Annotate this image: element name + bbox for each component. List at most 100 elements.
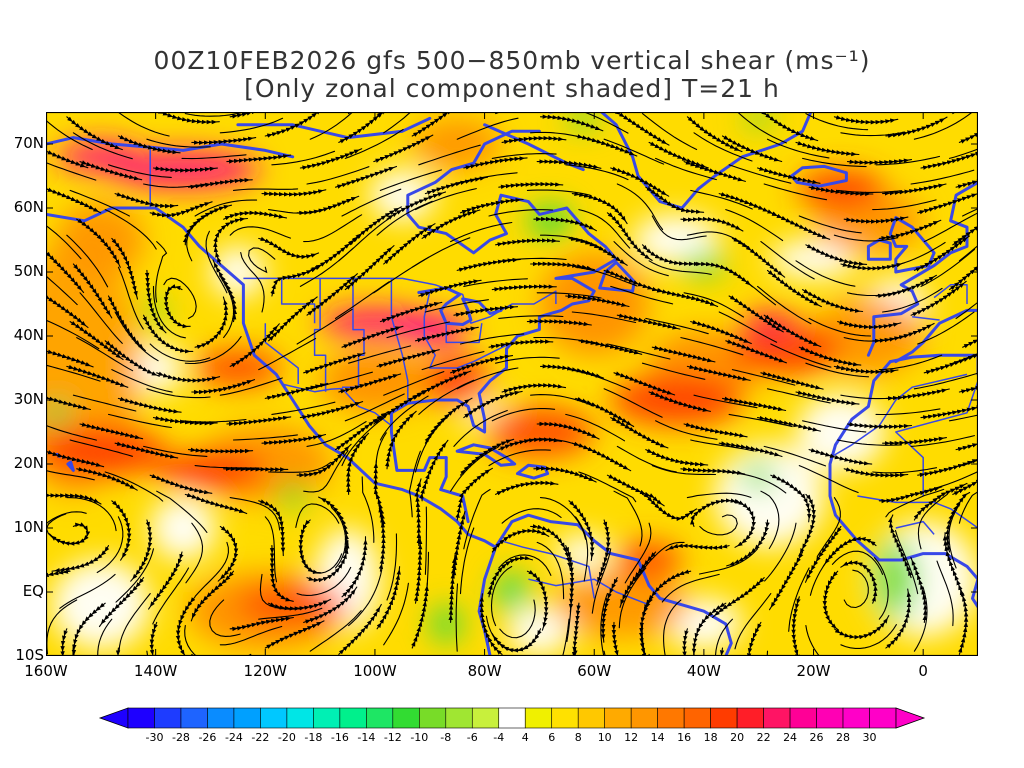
shade-blob xyxy=(873,540,918,618)
colorbar-swatch xyxy=(313,707,341,729)
streamline xyxy=(682,628,691,656)
streamline xyxy=(217,525,239,582)
streamline xyxy=(795,390,860,406)
colorbar-label: -6 xyxy=(466,731,478,744)
streamline xyxy=(887,514,913,579)
streamline xyxy=(530,261,595,271)
streamline xyxy=(191,379,256,395)
streamline xyxy=(958,118,978,144)
colorbar-label: -12 xyxy=(383,731,402,744)
streamline xyxy=(232,188,299,191)
streamline xyxy=(488,339,554,349)
streamline xyxy=(376,566,401,630)
streamline xyxy=(686,116,743,153)
lat-tick-label: 60N xyxy=(13,198,44,216)
streamline xyxy=(144,269,167,334)
streamline xyxy=(718,192,780,218)
lat-tick-label: 10S xyxy=(15,646,44,664)
streamline xyxy=(948,414,978,422)
streamline xyxy=(606,474,665,507)
colorbar-swatch xyxy=(816,707,844,729)
streamline xyxy=(338,373,402,394)
streamline xyxy=(958,244,978,262)
shade-blob xyxy=(46,400,68,426)
streamline xyxy=(229,112,289,119)
streamline xyxy=(156,490,208,533)
streamline xyxy=(46,141,89,169)
streamline xyxy=(296,443,352,478)
colorbar-label: -18 xyxy=(304,731,323,744)
streamline xyxy=(309,112,354,140)
streamline xyxy=(76,218,121,268)
streamline xyxy=(757,415,821,432)
streamline xyxy=(501,257,567,262)
colorbar-swatch xyxy=(471,707,500,729)
streamline xyxy=(872,322,935,344)
streamline xyxy=(913,112,974,140)
colorbar-swatch xyxy=(736,707,764,729)
streamline xyxy=(843,216,909,224)
streamline xyxy=(296,195,360,216)
streamline xyxy=(885,588,912,649)
shade-blob xyxy=(429,604,463,644)
colorbar-label: -10 xyxy=(410,731,429,744)
streamline xyxy=(760,371,824,390)
colorbar-swatch xyxy=(869,707,897,729)
streamline xyxy=(571,191,628,225)
streamline xyxy=(962,459,978,467)
streamline xyxy=(418,144,481,166)
streamline xyxy=(917,458,978,478)
colorbar-label: -26 xyxy=(198,731,217,744)
lon-tick-label: 80W xyxy=(467,662,502,680)
colorbar-swatch xyxy=(842,707,870,729)
streamline xyxy=(718,441,783,458)
streamline xyxy=(624,522,652,584)
streamline xyxy=(957,588,969,655)
streamline xyxy=(603,388,663,418)
streamline xyxy=(846,422,913,429)
streamline xyxy=(148,551,184,610)
lon-tick-label: 40W xyxy=(686,662,721,680)
streamline xyxy=(575,134,638,157)
streamlines xyxy=(46,112,978,656)
colorbar-label: -30 xyxy=(145,731,164,744)
colorbar-label: -14 xyxy=(357,731,376,744)
streamline xyxy=(526,569,549,631)
streamline xyxy=(226,415,292,427)
streamline xyxy=(379,301,443,323)
streamline xyxy=(760,241,815,280)
streamline xyxy=(264,382,329,401)
colorbar-swatch xyxy=(154,707,182,729)
streamline xyxy=(46,492,102,505)
streamline xyxy=(568,500,595,562)
streamline xyxy=(798,465,859,494)
lat-tick-label: 30N xyxy=(13,390,44,408)
streamline xyxy=(51,545,110,573)
streamline xyxy=(46,224,82,260)
streamline xyxy=(539,114,604,132)
streamline xyxy=(805,113,869,131)
lat-tick-label: 10N xyxy=(13,518,44,536)
colorbar-swatch xyxy=(789,707,817,729)
streamline xyxy=(833,364,899,375)
streamline xyxy=(146,138,211,148)
streamline xyxy=(76,467,138,491)
streamline xyxy=(413,535,423,604)
streamline xyxy=(725,339,787,364)
lon-tick-label: 100W xyxy=(353,662,397,680)
streamline xyxy=(680,216,744,232)
streamline xyxy=(459,333,525,345)
colorbar-label: -4 xyxy=(493,731,505,744)
colorbar-label: 30 xyxy=(862,731,877,744)
streamline xyxy=(495,480,559,496)
border-segment xyxy=(829,373,968,459)
streamline xyxy=(491,407,556,422)
streamline xyxy=(107,164,172,178)
streamline xyxy=(223,466,289,472)
streamline xyxy=(746,621,762,656)
streamline xyxy=(578,338,643,355)
streamline xyxy=(379,169,443,191)
streamline xyxy=(229,616,294,632)
coastline-segment xyxy=(866,238,892,261)
streamline xyxy=(882,436,947,446)
